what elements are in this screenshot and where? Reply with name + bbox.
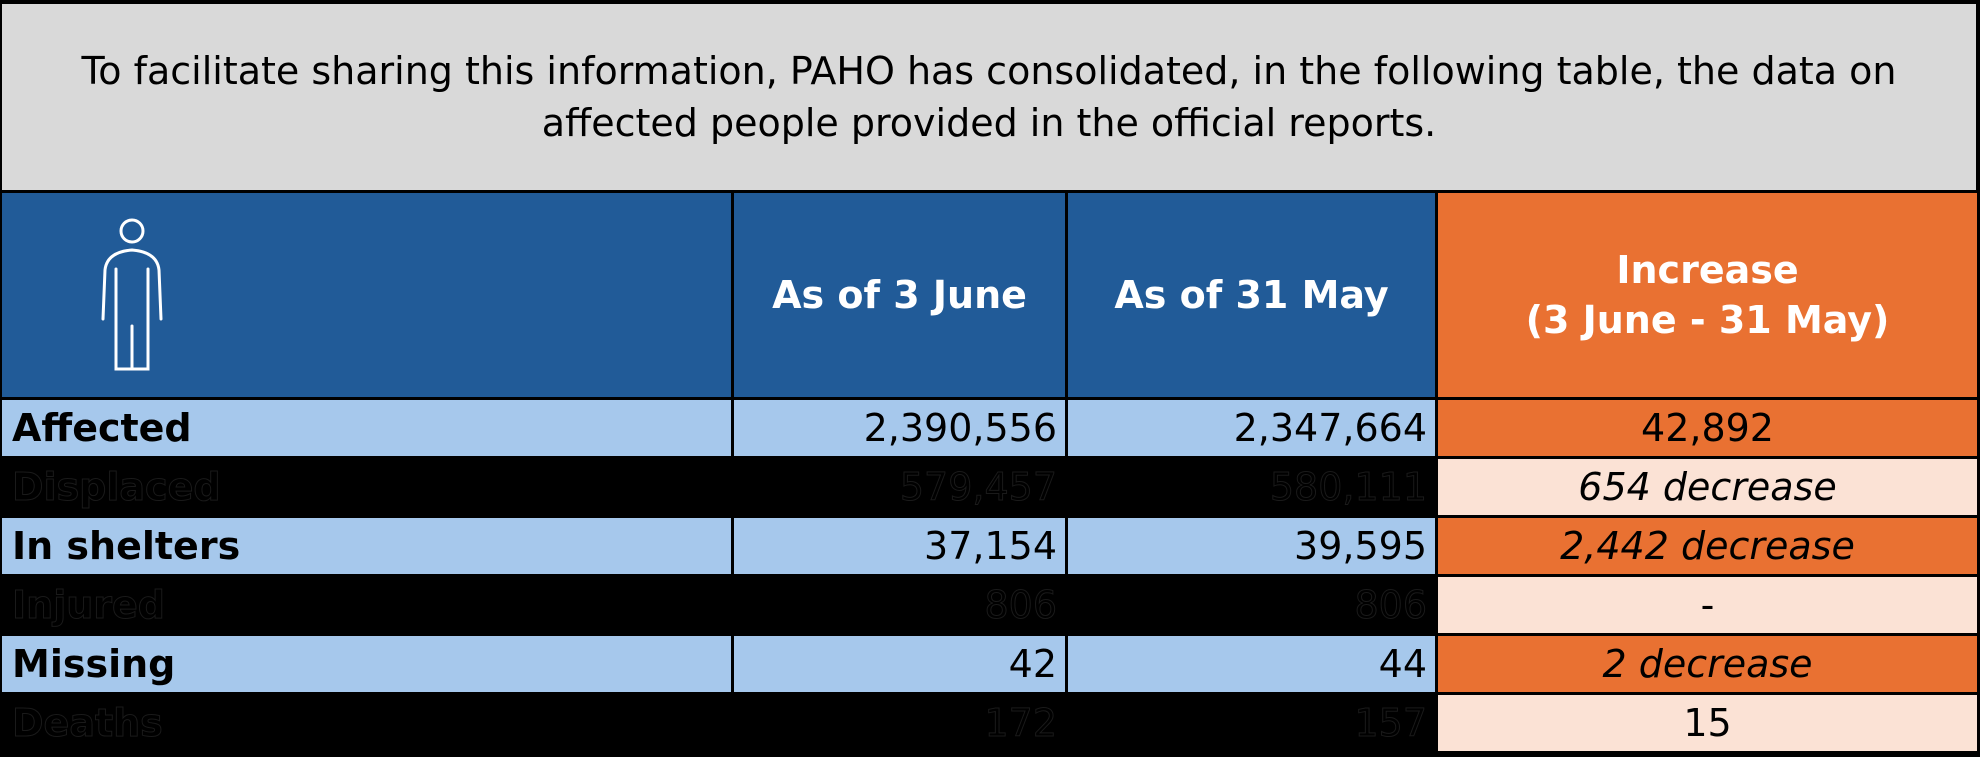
row-label-deaths: Deaths (0, 695, 734, 754)
displaced-31-may: 580,111 (1068, 459, 1438, 518)
person-icon (101, 218, 163, 371)
missing-change: 2 decrease (1438, 636, 1980, 695)
displaced-change: 654 decrease (1438, 459, 1980, 518)
injured-31-may: 806 (1068, 577, 1438, 636)
affected-people-table: As of 3 June As of 31 May Increase (3 Ju… (0, 190, 1980, 757)
header-icon-cell (0, 190, 734, 400)
affected-change: 42,892 (1438, 400, 1980, 459)
in-shelters-3-june: 37,154 (734, 518, 1068, 577)
deaths-3-june: 172 (734, 695, 1068, 754)
col-header-increase: Increase (3 June - 31 May) (1438, 190, 1980, 400)
displaced-3-june: 579,457 (734, 459, 1068, 518)
deaths-31-may: 157 (1068, 695, 1438, 754)
injured-change: - (1438, 577, 1980, 636)
in-shelters-change: 2,442 decrease (1438, 518, 1980, 577)
col-header-3-june: As of 3 June (734, 190, 1068, 400)
row-label-in-shelters: In shelters (0, 518, 734, 577)
row-label-injured: Injured (0, 577, 734, 636)
deaths-change: 15 (1438, 695, 1980, 754)
affected-31-may: 2,347,664 (1068, 400, 1438, 459)
row-label-missing: Missing (0, 636, 734, 695)
col-header-increase-title: Increase (1616, 248, 1799, 292)
missing-31-may: 44 (1068, 636, 1438, 695)
col-header-31-may: As of 31 May (1068, 190, 1438, 400)
row-label-affected: Affected (0, 400, 734, 459)
row-label-displaced: Displaced (0, 459, 734, 518)
intro-text: To facilitate sharing this information, … (2, 4, 1976, 190)
in-shelters-31-may: 39,595 (1068, 518, 1438, 577)
injured-3-june: 806 (734, 577, 1068, 636)
col-header-increase-range: (3 June - 31 May) (1525, 298, 1890, 342)
affected-3-june: 2,390,556 (734, 400, 1068, 459)
missing-3-june: 42 (734, 636, 1068, 695)
